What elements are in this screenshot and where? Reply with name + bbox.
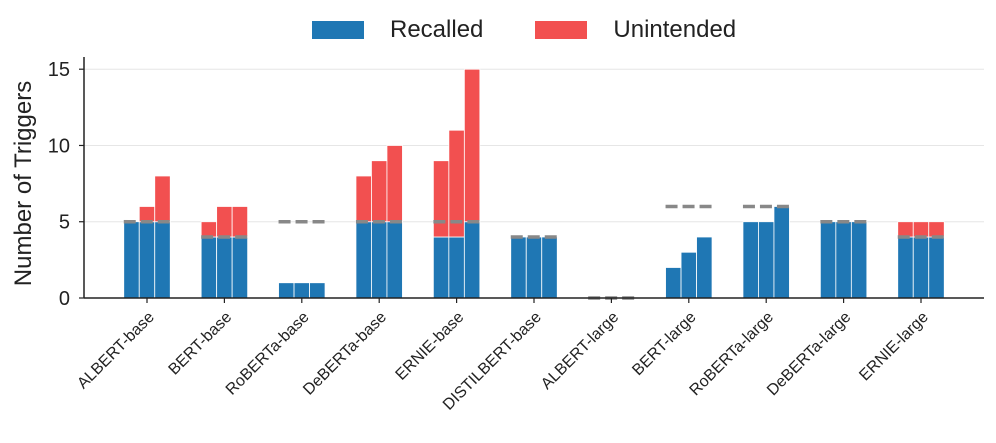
bar-recalled <box>525 236 543 299</box>
category-group-albert-base <box>123 175 171 299</box>
category-group-ernie-large <box>897 221 945 299</box>
y-axis-label: Number of Triggers <box>10 81 37 286</box>
bar-unintended <box>216 206 233 238</box>
x-tick-label: BERT-base <box>166 309 236 379</box>
x-tick-label: ALBERT-large <box>538 309 622 393</box>
bar-unintended <box>231 206 249 238</box>
x-tick-label: DeBERTa-large <box>764 309 854 399</box>
y-tick-label: 5 <box>59 212 70 234</box>
x-tick-label: ERNIE-base <box>393 309 468 384</box>
bar-unintended <box>897 221 914 238</box>
bar-recalled <box>742 221 759 299</box>
bar-unintended <box>154 175 171 223</box>
bar-recalled <box>386 221 403 299</box>
bar-recalled <box>819 221 837 299</box>
bar-recalled <box>680 251 697 299</box>
bar-recalled <box>309 282 326 299</box>
bar-unintended <box>463 68 481 223</box>
y-tick-label: 0 <box>59 288 70 310</box>
bar-recalled <box>200 236 218 299</box>
bar-recalled <box>541 236 558 299</box>
legend-label-unintended: Unintended <box>613 16 737 43</box>
bar-unintended <box>138 206 156 223</box>
x-tick-label: RoBERTa-large <box>687 309 777 399</box>
chart-legend: Recalled Unintended <box>312 16 788 44</box>
bar-recalled <box>510 236 527 299</box>
bar-unintended <box>912 221 930 238</box>
legend-label-recalled: Recalled <box>390 16 484 43</box>
bar-unintended <box>355 175 372 223</box>
category-group-roberta-base <box>278 219 326 299</box>
bar-recalled <box>355 221 372 299</box>
category-group-roberta-large <box>742 204 790 299</box>
bar-recalled <box>432 236 450 299</box>
bar-recalled <box>231 236 249 299</box>
bar-recalled <box>665 267 682 299</box>
x-tick-label: DeBERTa-base <box>300 309 390 399</box>
bar-recalled <box>912 236 930 299</box>
bar-recalled <box>123 221 140 299</box>
bar-recalled <box>835 221 852 299</box>
bar-recalled <box>850 221 868 299</box>
bar-recalled <box>773 206 790 299</box>
bar-unintended <box>371 160 388 223</box>
bar-recalled <box>696 236 713 299</box>
legend-item-recalled: Recalled <box>312 16 483 44</box>
x-tick-label: BERT-large <box>629 309 699 379</box>
bar-recalled <box>216 236 233 299</box>
bar-unintended <box>432 160 450 238</box>
y-tick-label: 10 <box>48 135 70 157</box>
bar-recalled <box>758 221 775 299</box>
category-group-distilbert-base <box>510 235 558 299</box>
legend-swatch-recalled <box>312 21 364 39</box>
bar-recalled <box>293 282 310 299</box>
bar-unintended <box>200 221 218 238</box>
bar-recalled <box>371 221 388 299</box>
bar-recalled <box>448 236 465 299</box>
category-group-deberta-large <box>819 219 868 299</box>
bar-recalled <box>278 282 295 299</box>
x-tick-label: ERNIE-large <box>856 309 932 385</box>
x-tick-label: RoBERTa-base <box>223 309 313 399</box>
bar-recalled <box>463 221 481 299</box>
bar-recalled <box>928 236 945 299</box>
category-group-ernie-base <box>432 68 481 299</box>
category-group-bert-large <box>665 204 713 299</box>
category-group-bert-base <box>200 206 249 299</box>
bar-recalled <box>897 236 914 299</box>
legend-item-unintended: Unintended <box>535 16 736 44</box>
x-tick-label: ALBERT-base <box>74 309 158 393</box>
bar-recalled <box>154 221 171 299</box>
bar-recalled <box>138 221 156 299</box>
legend-swatch-unintended <box>535 21 588 39</box>
bar-unintended <box>386 145 403 223</box>
y-tick-label: 15 <box>48 59 70 81</box>
category-group-deberta-base <box>355 145 403 299</box>
bar-unintended <box>928 221 945 238</box>
